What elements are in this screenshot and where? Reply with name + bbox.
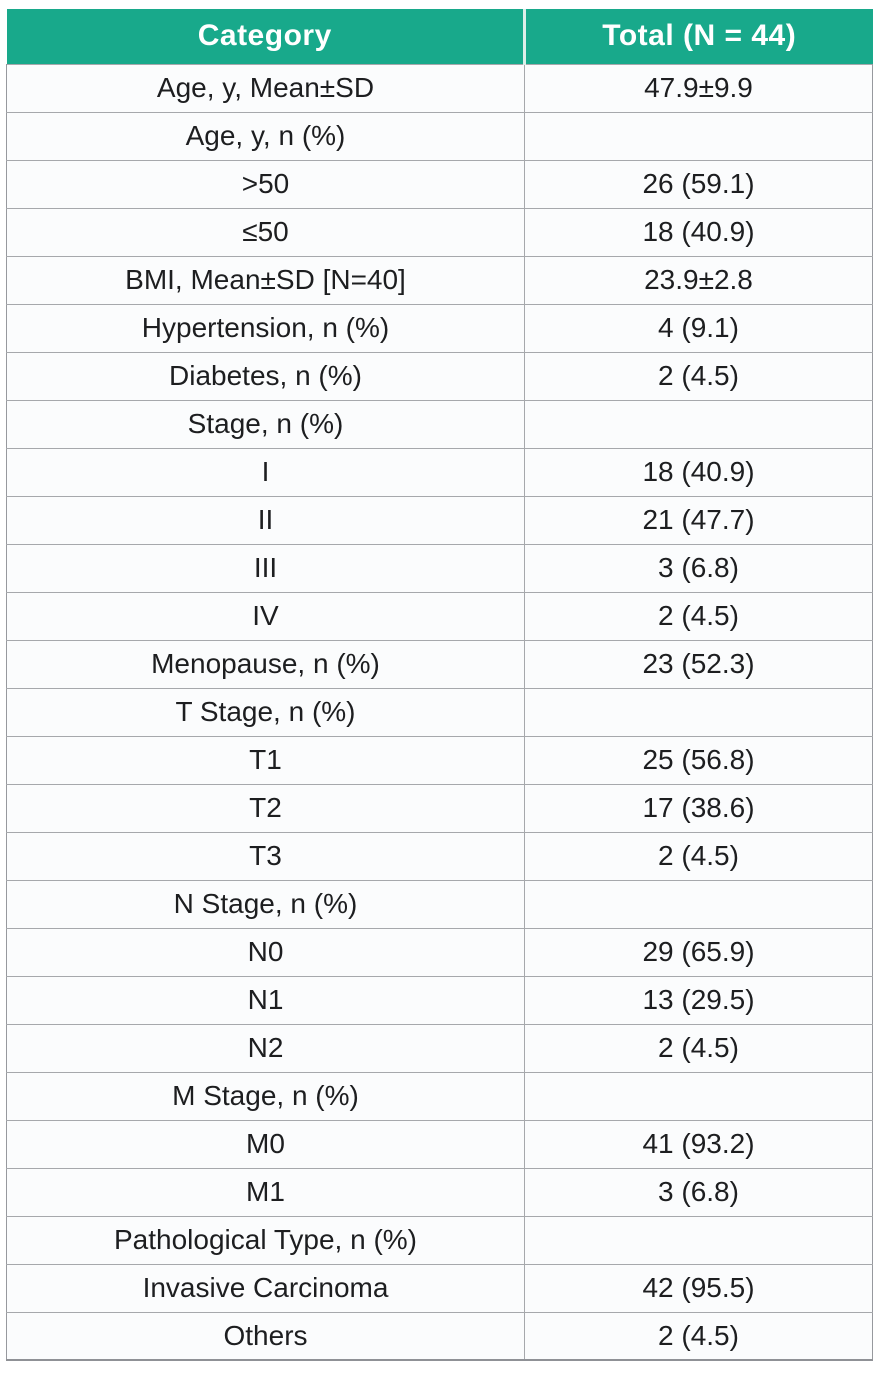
category-cell: Age, y, n (%): [6, 111, 525, 161]
total-cell: 13 (29.5): [524, 975, 873, 1025]
total-cell: 18 (40.9): [524, 207, 873, 257]
header-row: Category Total (N = 44): [6, 9, 873, 64]
total-cell: 23.9±2.8: [524, 255, 873, 305]
table-row: II 21 (47.7): [6, 495, 873, 545]
total-cell: 2 (4.5): [524, 591, 873, 641]
category-cell: N2: [6, 1023, 525, 1073]
total-cell: [524, 1071, 873, 1121]
table-row: Age, y, n (%): [6, 111, 873, 161]
category-cell: M1: [6, 1167, 525, 1217]
table-row: BMI, Mean±SD [N=40] 23.9±2.8: [6, 255, 873, 305]
category-cell: T3: [6, 831, 525, 881]
category-cell: III: [6, 543, 525, 593]
total-cell: 23 (52.3): [524, 639, 873, 689]
total-cell: 2 (4.5): [524, 351, 873, 401]
total-cell: 2 (4.5): [524, 831, 873, 881]
category-cell: T1: [6, 735, 525, 785]
total-cell: [524, 687, 873, 737]
column-header-total: Total (N = 44): [524, 9, 873, 64]
category-cell: Pathological Type, n (%): [6, 1215, 525, 1265]
total-cell: 25 (56.8): [524, 735, 873, 785]
patient-characteristics-table: Category Total (N = 44) Age, y, Mean±SD …: [6, 9, 873, 1361]
table-row: M1 3 (6.8): [6, 1167, 873, 1217]
total-cell: 4 (9.1): [524, 303, 873, 353]
total-cell: 26 (59.1): [524, 159, 873, 209]
total-cell: 2 (4.5): [524, 1311, 873, 1361]
table-row: Hypertension, n (%) 4 (9.1): [6, 303, 873, 353]
table-row: Invasive Carcinoma 42 (95.5): [6, 1263, 873, 1313]
category-cell: Invasive Carcinoma: [6, 1263, 525, 1313]
category-cell: BMI, Mean±SD [N=40]: [6, 255, 525, 305]
table-row: N Stage, n (%): [6, 879, 873, 929]
table-header: Category Total (N = 44): [6, 9, 873, 64]
table-row: I 18 (40.9): [6, 447, 873, 497]
category-cell: II: [6, 495, 525, 545]
table-row: IV 2 (4.5): [6, 591, 873, 641]
table-row: N1 13 (29.5): [6, 975, 873, 1025]
category-cell: Hypertension, n (%): [6, 303, 525, 353]
table-row: M Stage, n (%): [6, 1071, 873, 1121]
total-cell: 3 (6.8): [524, 1167, 873, 1217]
table-row: Stage, n (%): [6, 399, 873, 449]
category-cell: N0: [6, 927, 525, 977]
table-row: M0 41 (93.2): [6, 1119, 873, 1169]
table-row: T Stage, n (%): [6, 687, 873, 737]
category-cell: Menopause, n (%): [6, 639, 525, 689]
table-row: N2 2 (4.5): [6, 1023, 873, 1073]
total-cell: 2 (4.5): [524, 1023, 873, 1073]
category-cell: Others: [6, 1311, 525, 1361]
category-cell: N Stage, n (%): [6, 879, 525, 929]
total-cell: 21 (47.7): [524, 495, 873, 545]
total-cell: 18 (40.9): [524, 447, 873, 497]
category-cell: M0: [6, 1119, 525, 1169]
category-cell: Diabetes, n (%): [6, 351, 525, 401]
total-cell: [524, 1215, 873, 1265]
table-row: ≤50 18 (40.9): [6, 207, 873, 257]
table-row: T1 25 (56.8): [6, 735, 873, 785]
table-row: T3 2 (4.5): [6, 831, 873, 881]
category-cell: T Stage, n (%): [6, 687, 525, 737]
category-cell: Stage, n (%): [6, 399, 525, 449]
table-row: III 3 (6.8): [6, 543, 873, 593]
table-row: Menopause, n (%) 23 (52.3): [6, 639, 873, 689]
category-cell: ≤50: [6, 207, 525, 257]
total-cell: [524, 111, 873, 161]
total-cell: [524, 399, 873, 449]
table-row: Pathological Type, n (%): [6, 1215, 873, 1265]
category-cell: I: [6, 447, 525, 497]
category-cell: IV: [6, 591, 525, 641]
category-cell: T2: [6, 783, 525, 833]
total-cell: 47.9±9.9: [524, 63, 873, 113]
table-row: >50 26 (59.1): [6, 159, 873, 209]
category-cell: N1: [6, 975, 525, 1025]
table-row: Age, y, Mean±SD 47.9±9.9: [6, 63, 873, 113]
category-cell: >50: [6, 159, 525, 209]
total-cell: 29 (65.9): [524, 927, 873, 977]
table-row: Diabetes, n (%) 2 (4.5): [6, 351, 873, 401]
total-cell: 3 (6.8): [524, 543, 873, 593]
table-row: N0 29 (65.9): [6, 927, 873, 977]
column-header-category: Category: [6, 9, 526, 64]
category-cell: M Stage, n (%): [6, 1071, 525, 1121]
table-row: Others 2 (4.5): [6, 1311, 873, 1361]
total-cell: 42 (95.5): [524, 1263, 873, 1313]
total-cell: [524, 879, 873, 929]
total-cell: 41 (93.2): [524, 1119, 873, 1169]
table-row: T2 17 (38.6): [6, 783, 873, 833]
table-body: Age, y, Mean±SD 47.9±9.9 Age, y, n (%) >…: [6, 63, 873, 1361]
total-cell: 17 (38.6): [524, 783, 873, 833]
category-cell: Age, y, Mean±SD: [6, 63, 525, 113]
